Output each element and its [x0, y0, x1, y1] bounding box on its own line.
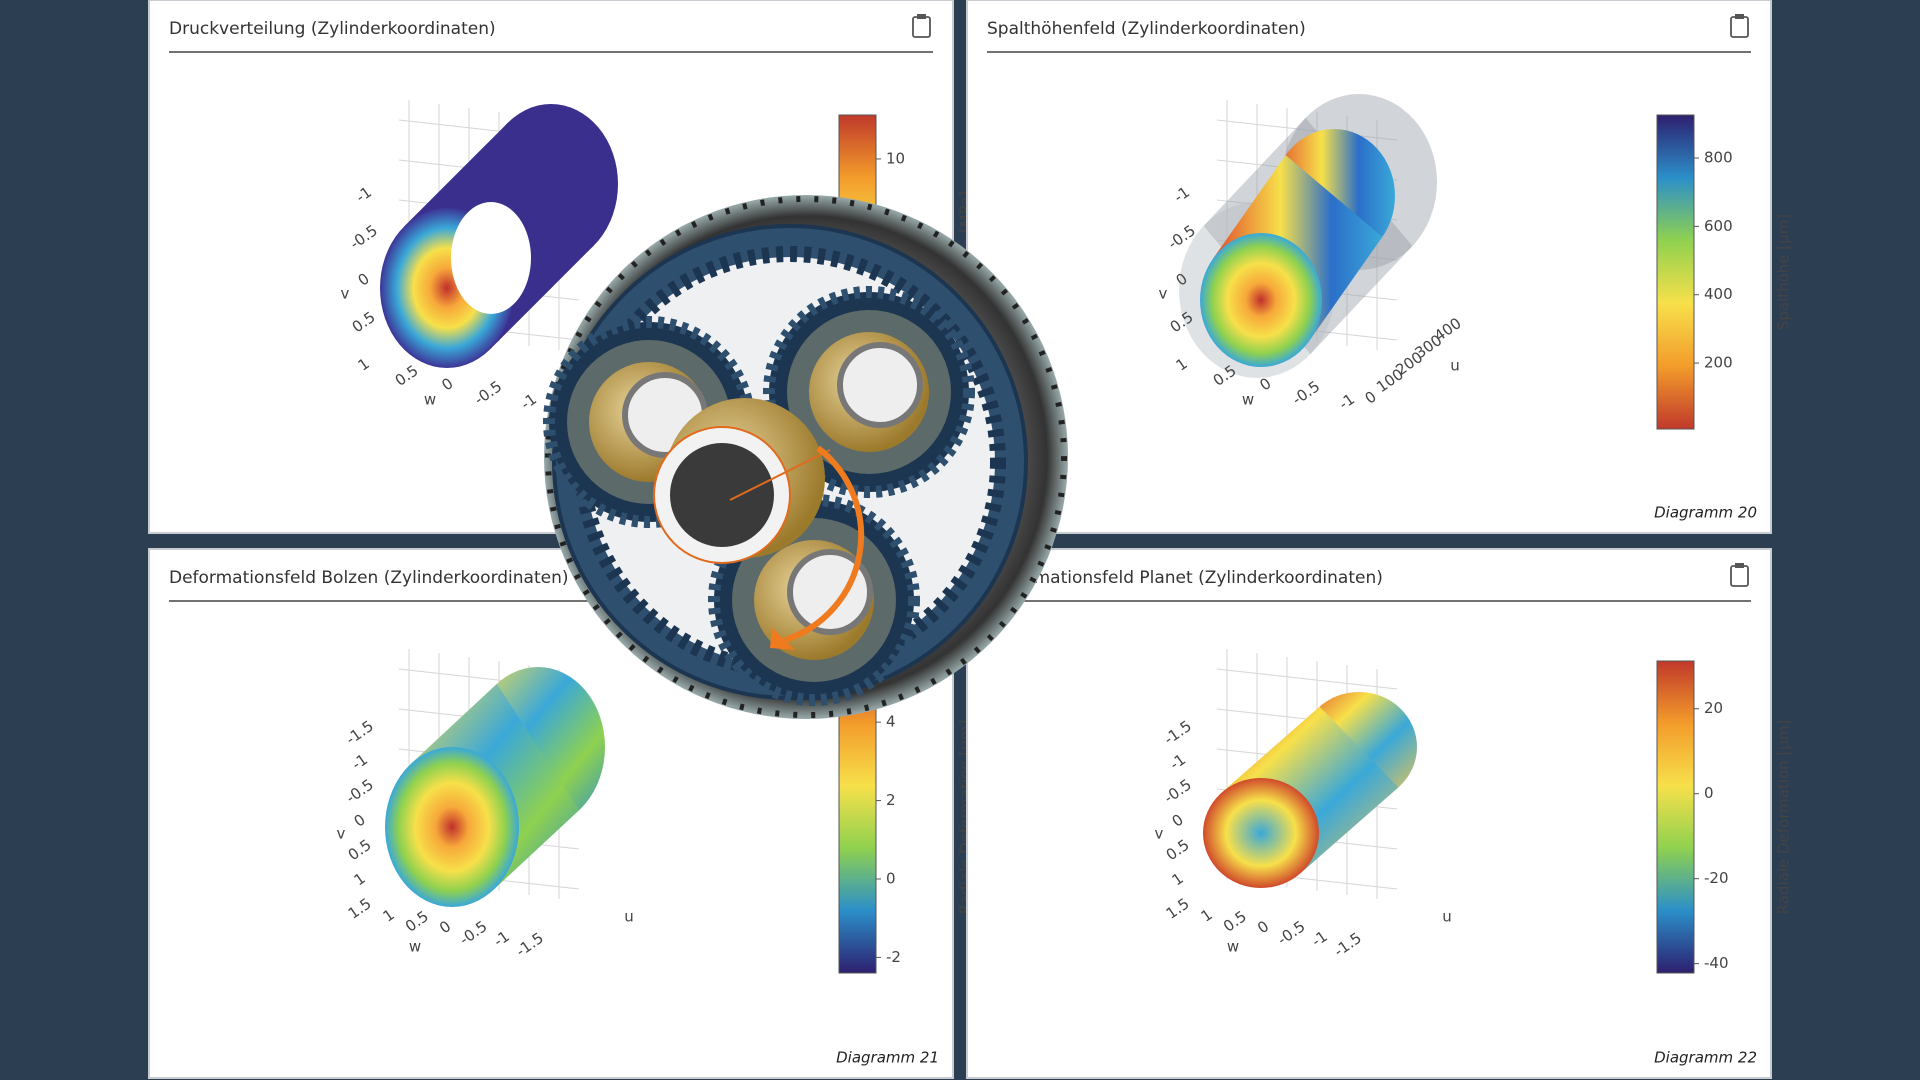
panel-bg: [966, 548, 1772, 1079]
colorbar-tick-label: -20: [1704, 869, 1729, 887]
sun-carrier: [653, 398, 831, 564]
axis-label: w: [409, 938, 421, 956]
panel: Deformationsfeld Planet (Zylinderkoordin…: [966, 548, 1793, 1079]
colorbar-tick-label: 4: [886, 713, 896, 731]
axis-label: u: [1450, 357, 1460, 375]
colorbar-tick-label: -2: [886, 948, 901, 966]
plot-grid: [1216, 119, 1398, 141]
axis-label: v: [1155, 825, 1164, 843]
panel-title: Deformationsfeld Planet (Zylinderkoordin…: [987, 568, 1383, 588]
planet: [543, 316, 755, 528]
panel-title: Spalthöhenfeld (Zylinderkoordinaten): [987, 19, 1306, 39]
panel-bg: [966, 0, 1772, 534]
diagram-caption: Diagramm 21: [836, 1049, 939, 1067]
clipboard-icon[interactable]: [1730, 563, 1749, 587]
axis-label: u: [1442, 908, 1452, 926]
rotation-arrow: [784, 445, 865, 643]
colorbar-tick-label: 400: [1704, 285, 1733, 303]
panel: Spalthöhenfeld (Zylinderkoordinaten) Diag…: [966, 0, 1793, 534]
clipboard-icon[interactable]: [912, 14, 931, 38]
plot-grid: [1216, 668, 1398, 690]
cylinder-hole: [451, 202, 531, 314]
colorbar-tick-label: 10: [886, 149, 905, 167]
clipboard-clip: [1735, 14, 1744, 19]
planet: [763, 286, 975, 498]
diagram-caption: Diagramm 22: [1654, 1049, 1757, 1067]
tire-tread: [545, 196, 1067, 718]
colorbar-tick-label: 20: [1704, 699, 1723, 717]
colorbar-tick-label: 0: [1704, 784, 1714, 802]
axis-label: v: [341, 285, 350, 303]
colorbar-tick-label: 200: [1704, 354, 1733, 372]
colorbar-tick-label: -40: [1704, 954, 1729, 972]
panel: Deformationsfeld Bolzen (Zylinderkoordin…: [148, 548, 975, 1079]
axis-label: w: [424, 391, 436, 409]
panel-title: Druckverteilung (Zylinderkoordinaten): [169, 19, 496, 39]
cylinder-face: [385, 747, 519, 907]
axis-label: v: [1159, 285, 1168, 303]
cylinder-face: [1203, 778, 1319, 888]
arrow-head: [770, 628, 795, 650]
gear-overlay: [543, 195, 1068, 719]
colorbar-tick-label: 600: [1704, 217, 1733, 235]
colorbar: [1656, 114, 1695, 430]
panels: Druckverteilung (Zylinderkoordinaten)-1-…: [148, 0, 1793, 1079]
clipboard-icon[interactable]: [1730, 14, 1749, 38]
clipboard-clip: [1735, 563, 1744, 568]
panel-title: Deformationsfeld Bolzen (Zylinderkoordin…: [169, 568, 569, 588]
colorbar-tick-label: 2: [886, 791, 896, 809]
axis-label: u: [624, 908, 634, 926]
diagram-caption: Diagramm 20: [1654, 504, 1757, 522]
colorbar-tick-label: 800: [1704, 149, 1733, 167]
cylinder-face: [1200, 233, 1322, 367]
axis-label: v: [337, 825, 346, 843]
axis-label: w: [1227, 938, 1239, 956]
axis-label: w: [1242, 391, 1254, 409]
colorbar: [1656, 660, 1695, 974]
colorbar-label: Radiale Deformation [µm]: [1775, 720, 1793, 915]
colorbar-label: Spalthöhe [µm]: [1775, 214, 1793, 330]
colorbar-tick-label: 0: [886, 869, 896, 887]
clipboard-clip: [917, 14, 926, 19]
